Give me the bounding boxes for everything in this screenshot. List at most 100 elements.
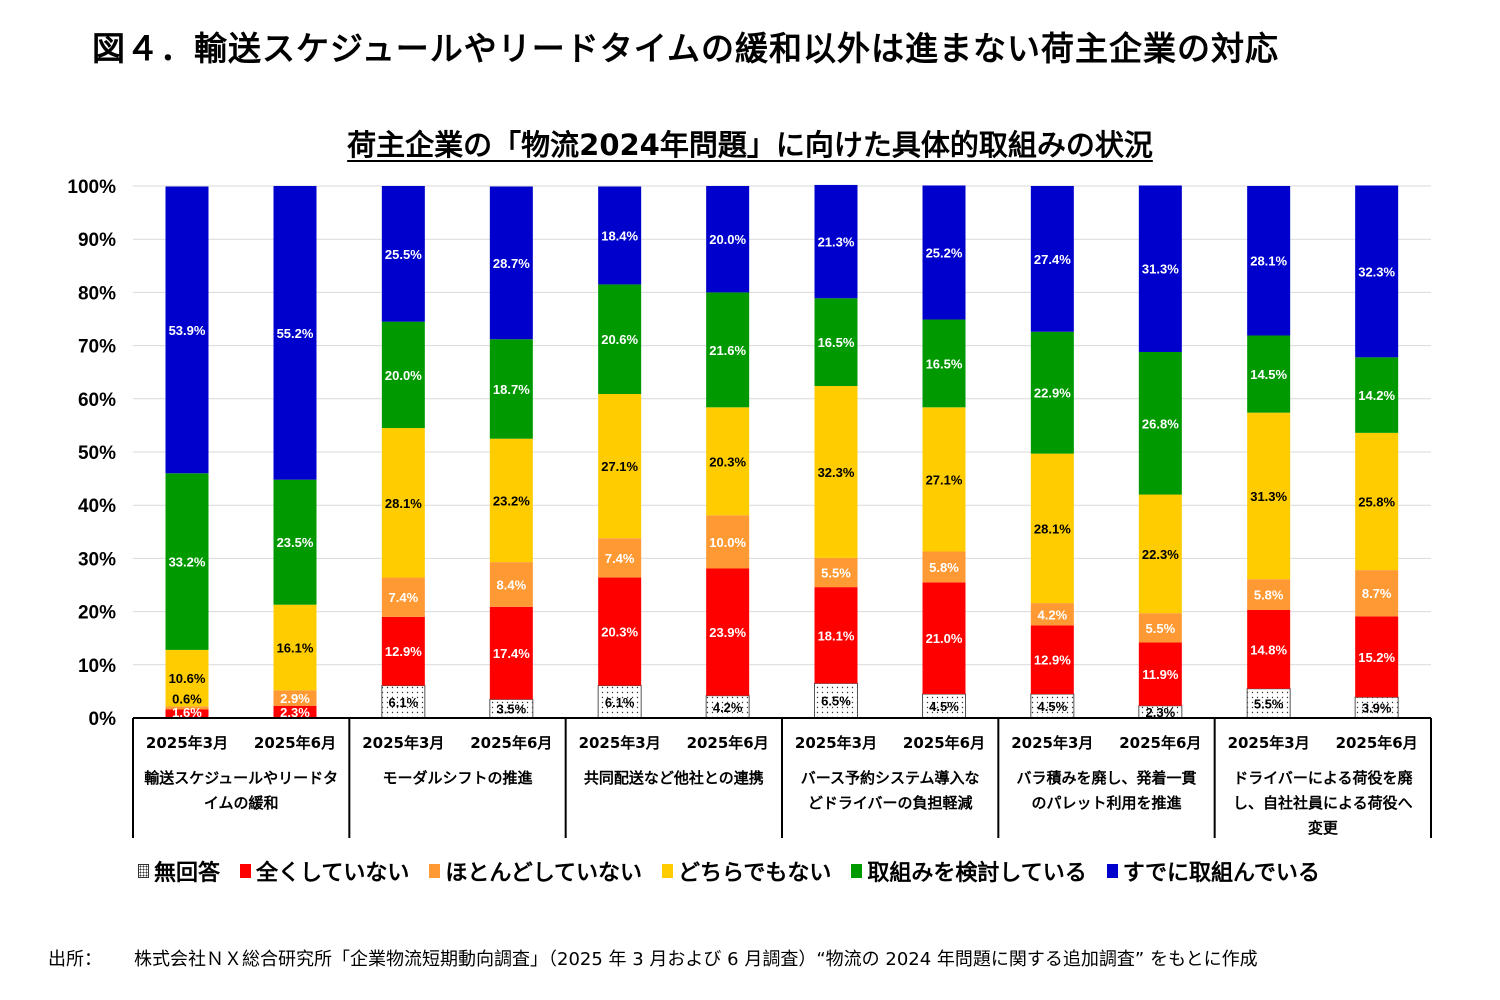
data-label: 20.6% [601,332,638,347]
bar-segment [598,538,642,578]
source-label: 出所： [48,949,102,970]
bar-segment [165,473,209,650]
data-label: 28.7% [493,256,530,271]
data-label: 28.1% [1250,254,1287,269]
data-label: 4.5% [1038,699,1068,714]
data-label: 55.2% [277,326,314,341]
data-label: 5.5% [821,565,851,580]
x-group-label: 変更 [1308,819,1339,837]
bar-segment [706,407,750,516]
bar-segment [489,186,533,340]
y-tick-label: 40% [78,496,116,517]
bar-segment [1138,613,1182,643]
legend-item: 全くしていない [240,855,409,887]
bar-segment [489,606,533,700]
data-label: 20.0% [709,232,746,247]
bar-segment [814,587,858,684]
bar-segment [1355,185,1399,358]
data-label: 33.2% [169,555,206,570]
y-tick-label: 50% [78,443,116,464]
x-group-label: し、自社社員による荷役へ [1233,794,1413,812]
x-group-label: のパレット利用を推進 [1031,794,1182,812]
data-label: 16.5% [818,335,855,350]
data-label: 8.7% [1362,586,1392,601]
data-label: 27.4% [1034,252,1071,267]
bar-segment [489,339,533,439]
data-label: 16.1% [277,641,314,656]
legend-label: 取組みを検討している [867,861,1087,886]
x-period-label: 2025年3月 [1011,734,1093,752]
bar-segment [1247,412,1291,580]
bar-segment [1355,357,1399,433]
x-period-label: 2025年3月 [1228,734,1310,752]
legend-swatch [1106,864,1118,878]
data-label: 11.9% [1142,667,1179,682]
data-label: 4.5% [929,699,959,714]
data-label: 25.5% [385,247,422,262]
bar-segment [706,292,750,408]
bar-segment [598,186,642,285]
x-period-label: 2025年6月 [687,734,769,752]
bar-segment [165,186,209,474]
legend-swatch [851,864,863,878]
x-period-label: 2025年6月 [1119,734,1201,752]
x-group-label: バラ積みを廃し、発着一貫 [1016,769,1196,787]
source-text: 株式会社ＮＸ総合研究所「企業物流短期動向調査」（2025 年 3 月および 6 … [134,949,1258,970]
y-tick-label: 60% [78,390,116,411]
x-period-label: 2025年6月 [254,734,336,752]
data-label: 2.9% [280,691,310,706]
data-label: 21.6% [709,343,746,358]
bar-segment [1030,453,1074,604]
data-label: 17.4% [493,646,530,661]
data-label: 31.3% [1142,262,1179,277]
y-tick-label: 100% [67,177,116,198]
data-label: 2.3% [1146,705,1176,720]
legend-item: すでに取組んでいる [1106,855,1320,887]
chart-title: 荷主企業の「物流2024年問題」に向けた具体的取組みの状況 [347,128,1153,162]
data-label: 12.9% [385,644,422,659]
bar-segment [814,386,858,558]
data-label: 10.6% [169,671,206,686]
legend-item: 取組みを検討している [851,855,1087,887]
bar-segment [1030,625,1074,695]
data-label: 15.2% [1358,650,1395,665]
bar-segment [598,394,642,539]
x-group-label: 共同配送など他社との連携 [584,769,764,787]
source-note: 出所： 株式会社ＮＸ総合研究所「企業物流短期動向調査」（2025 年 3 月および… [48,945,1258,971]
data-label: 20.3% [709,454,746,469]
data-label: 2.3% [280,705,310,720]
bar-segment [1247,610,1291,689]
data-label: 28.1% [1034,521,1071,536]
data-label: 21.0% [926,631,963,646]
x-group-label: どドライバーの負担軽減 [808,794,973,812]
data-label: 8.4% [497,577,527,592]
data-label: 22.9% [1034,386,1071,401]
data-label: 5.5% [1146,621,1176,636]
x-group-label: イムの緩和 [204,794,279,812]
bar-segment [1030,603,1074,626]
bar-segment [814,682,858,719]
legend: 無回答 全くしていない ほとんどしていない どちらでもない 取組みを検討している すでに取… [138,855,1340,887]
legend-label: 全くしていない [256,861,410,886]
legend-swatch [662,864,674,878]
x-period-label: 2025年3月 [795,734,877,752]
data-label: 32.3% [1358,264,1395,279]
legend-label: 無回答 [154,861,221,886]
data-label: 18.4% [601,228,638,243]
data-label: 23.9% [709,625,746,640]
bar-segment [706,515,750,569]
bar-segment [922,319,966,408]
y-tick-label: 10% [78,656,116,677]
bar-segment [1138,351,1182,495]
x-period-label: 2025年6月 [903,734,985,752]
bar-segment [165,706,209,710]
data-label: 18.7% [493,382,530,397]
data-label: 28.1% [385,496,422,511]
data-label: 32.3% [818,465,855,480]
bar-segment [922,582,966,695]
data-label: 4.2% [713,700,743,715]
legend-label: どちらでもない [678,861,832,886]
y-tick-label: 70% [78,337,116,358]
legend-item: 無回答 [138,855,220,887]
bar-segment [381,186,425,322]
